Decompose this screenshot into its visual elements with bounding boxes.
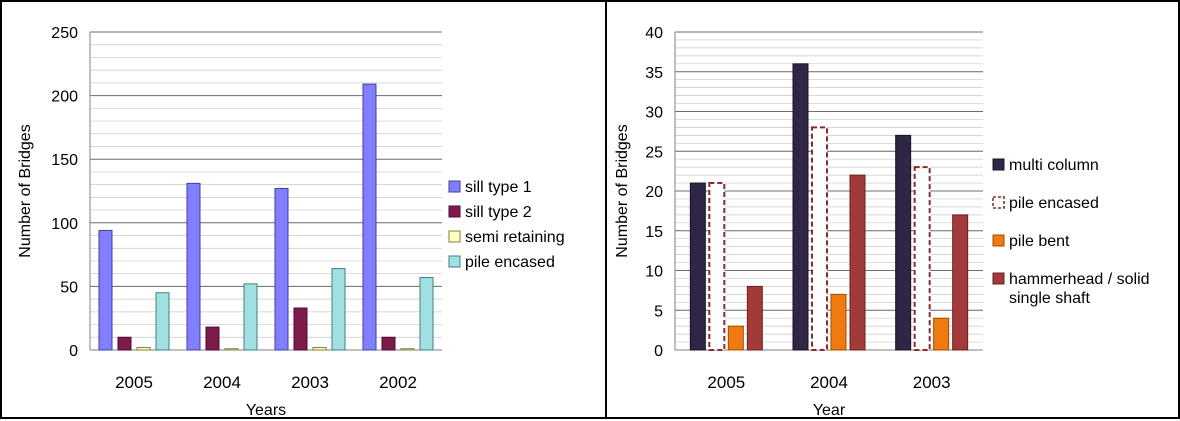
legend-swatch [992,272,1005,285]
y-tick-label: 40 [645,25,663,42]
y-tick-label: 20 [645,184,663,201]
y-tick-label: 100 [51,216,78,233]
bar-pile-bent-2005 [727,325,744,351]
legend-label: semi retaining [465,229,565,246]
legend-label: single shaft [1009,290,1090,307]
x-tick-label: 2005 [707,373,745,392]
y-tick-label: 10 [645,264,663,281]
chart-panel-left: 0 50 100 150 200 250 2005 2004 2003 2002 Years Numb… [0,0,607,419]
bar-pile-encased-2003 [331,268,346,351]
bar-semi-retaining-2004 [224,348,239,351]
y-tick-label: 250 [51,25,78,42]
y-tick-label: 0 [654,343,663,360]
legend-label: pile encased [465,254,555,271]
legend-label: hammerhead / solid [1009,271,1150,288]
legend-swatch [992,196,1005,209]
y-tick-label: 50 [60,279,78,296]
bar-pile-encased-2003 [913,166,931,351]
x-tick-label: 2005 [115,373,153,392]
y-axis-title: Number of Bridges [17,124,34,257]
legend-label: sill type 1 [465,179,532,196]
legend-label: pile encased [1009,195,1099,212]
bar-sill-type-2-2003 [293,307,308,351]
legend-label: multi column [1009,157,1099,174]
bar-pile-bent-2004 [830,293,847,351]
bar-pile-encased-2005 [708,182,726,351]
bar-sill-type-2-2005 [117,336,132,351]
bar-sill-type-2-2002 [381,336,396,351]
y-axis-title: Number of Bridges [614,124,631,257]
y-tick-label: 25 [645,144,663,161]
y-tick-label: 15 [645,224,663,241]
legend-label: sill type 2 [465,204,532,221]
bar-sill-type-1-2003 [274,187,289,351]
bar-pile-bent-2003 [933,317,950,351]
y-tick-label: 35 [645,65,663,82]
y-tick-label: 30 [645,105,663,122]
y-tick-label: 150 [51,152,78,169]
bar-semi-retaining-2005 [136,346,151,351]
chart-panel-right: 0 5 10 15 20 25 30 35 40 2005 2004 2003 Year Number o… [607,0,1180,419]
bar-sill-type-1-2005 [98,229,113,351]
bar-sill-type-2-2004 [205,326,220,351]
bar-sill-type-1-2004 [186,182,201,351]
legend-swatch [448,230,461,243]
x-tick-label: 2003 [913,373,951,392]
bar-hammerhead-solid-single-shaft-2003 [952,214,969,351]
x-axis-title: Year [813,402,846,419]
legend-label: pile bent [1009,233,1070,250]
bar-pile-encased-2005 [155,292,170,351]
bar-pile-encased-2002 [419,276,434,351]
x-tick-label: 2004 [203,373,241,392]
x-tick-label: 2002 [379,373,417,392]
plot-area [90,32,442,350]
bar-semi-retaining-2003 [312,346,327,351]
x-tick-label: 2004 [810,373,848,392]
bar-multi-column-2003 [895,134,912,351]
bar-multi-column-2004 [792,63,809,351]
bar-pile-encased-2004 [243,283,258,351]
bridge-types-chart: 0 50 100 150 200 250 2005 2004 2003 2002 Years Numb… [17,25,565,419]
x-tick-label: 2003 [291,373,329,392]
pier-types-chart: 0 5 10 15 20 25 30 35 40 2005 2004 2003 Year Number o… [614,25,1150,419]
bar-hammerhead-solid-single-shaft-2005 [746,285,763,351]
legend-swatch [992,158,1005,171]
bar-semi-retaining-2002 [400,348,415,351]
bar-sill-type-1-2002 [362,83,377,351]
x-axis-title: Years [246,402,286,419]
y-tick-label: 5 [654,303,663,320]
y-tick-label: 200 [51,89,78,106]
legend-swatch [448,205,461,218]
legend-swatch [448,255,461,268]
legend-swatch [448,180,461,193]
bar-multi-column-2005 [689,182,706,351]
legend-swatch [992,234,1005,247]
bar-hammerhead-solid-single-shaft-2004 [849,174,866,351]
bar-pile-encased-2004 [811,126,828,352]
y-tick-label: 0 [69,343,78,360]
